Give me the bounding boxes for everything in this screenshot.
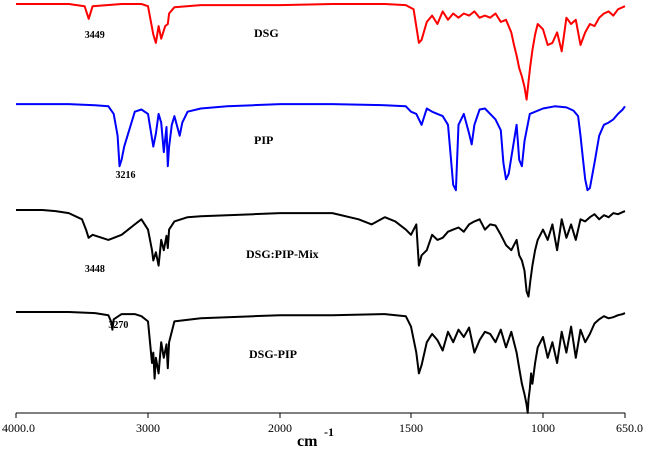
- x-axis: 4000.0 3000 2000 1500 1000 650.0: [2, 412, 643, 435]
- series-line-dsg-pip: [16, 311, 626, 414]
- peak-annotation: 3216: [116, 170, 136, 181]
- series-layer: [16, 3, 626, 414]
- labels-layer: DSG 3449 PIP 3216 DSG:PIP-Mix 3448 DSG-PIP 3270: [85, 26, 319, 361]
- series-label: DSG:PIP-Mix: [246, 247, 319, 261]
- series-line-dsg: [16, 3, 626, 101]
- x-tick-label: 1000: [531, 421, 555, 435]
- x-axis-title-exponent: -1: [324, 425, 334, 439]
- series-label: DSG-PIP: [249, 347, 297, 361]
- peak-annotation: 3270: [108, 320, 128, 331]
- peak-annotation: 3448: [85, 264, 105, 275]
- series-line-dsg-pip-mix: [16, 209, 626, 298]
- peak-annotation: 3449: [85, 30, 105, 41]
- series-line-pip: [16, 103, 626, 192]
- x-tick-label: 1500: [399, 421, 423, 435]
- x-axis-title: cm: [297, 433, 318, 450]
- x-tick-label: 2000: [268, 421, 292, 435]
- series-label: DSG: [254, 26, 279, 40]
- x-tick-label: 4000.0: [2, 421, 35, 435]
- x-tick-label: 650.0: [616, 421, 643, 435]
- x-tick-label: 3000: [136, 421, 160, 435]
- series-label: PIP: [254, 133, 273, 147]
